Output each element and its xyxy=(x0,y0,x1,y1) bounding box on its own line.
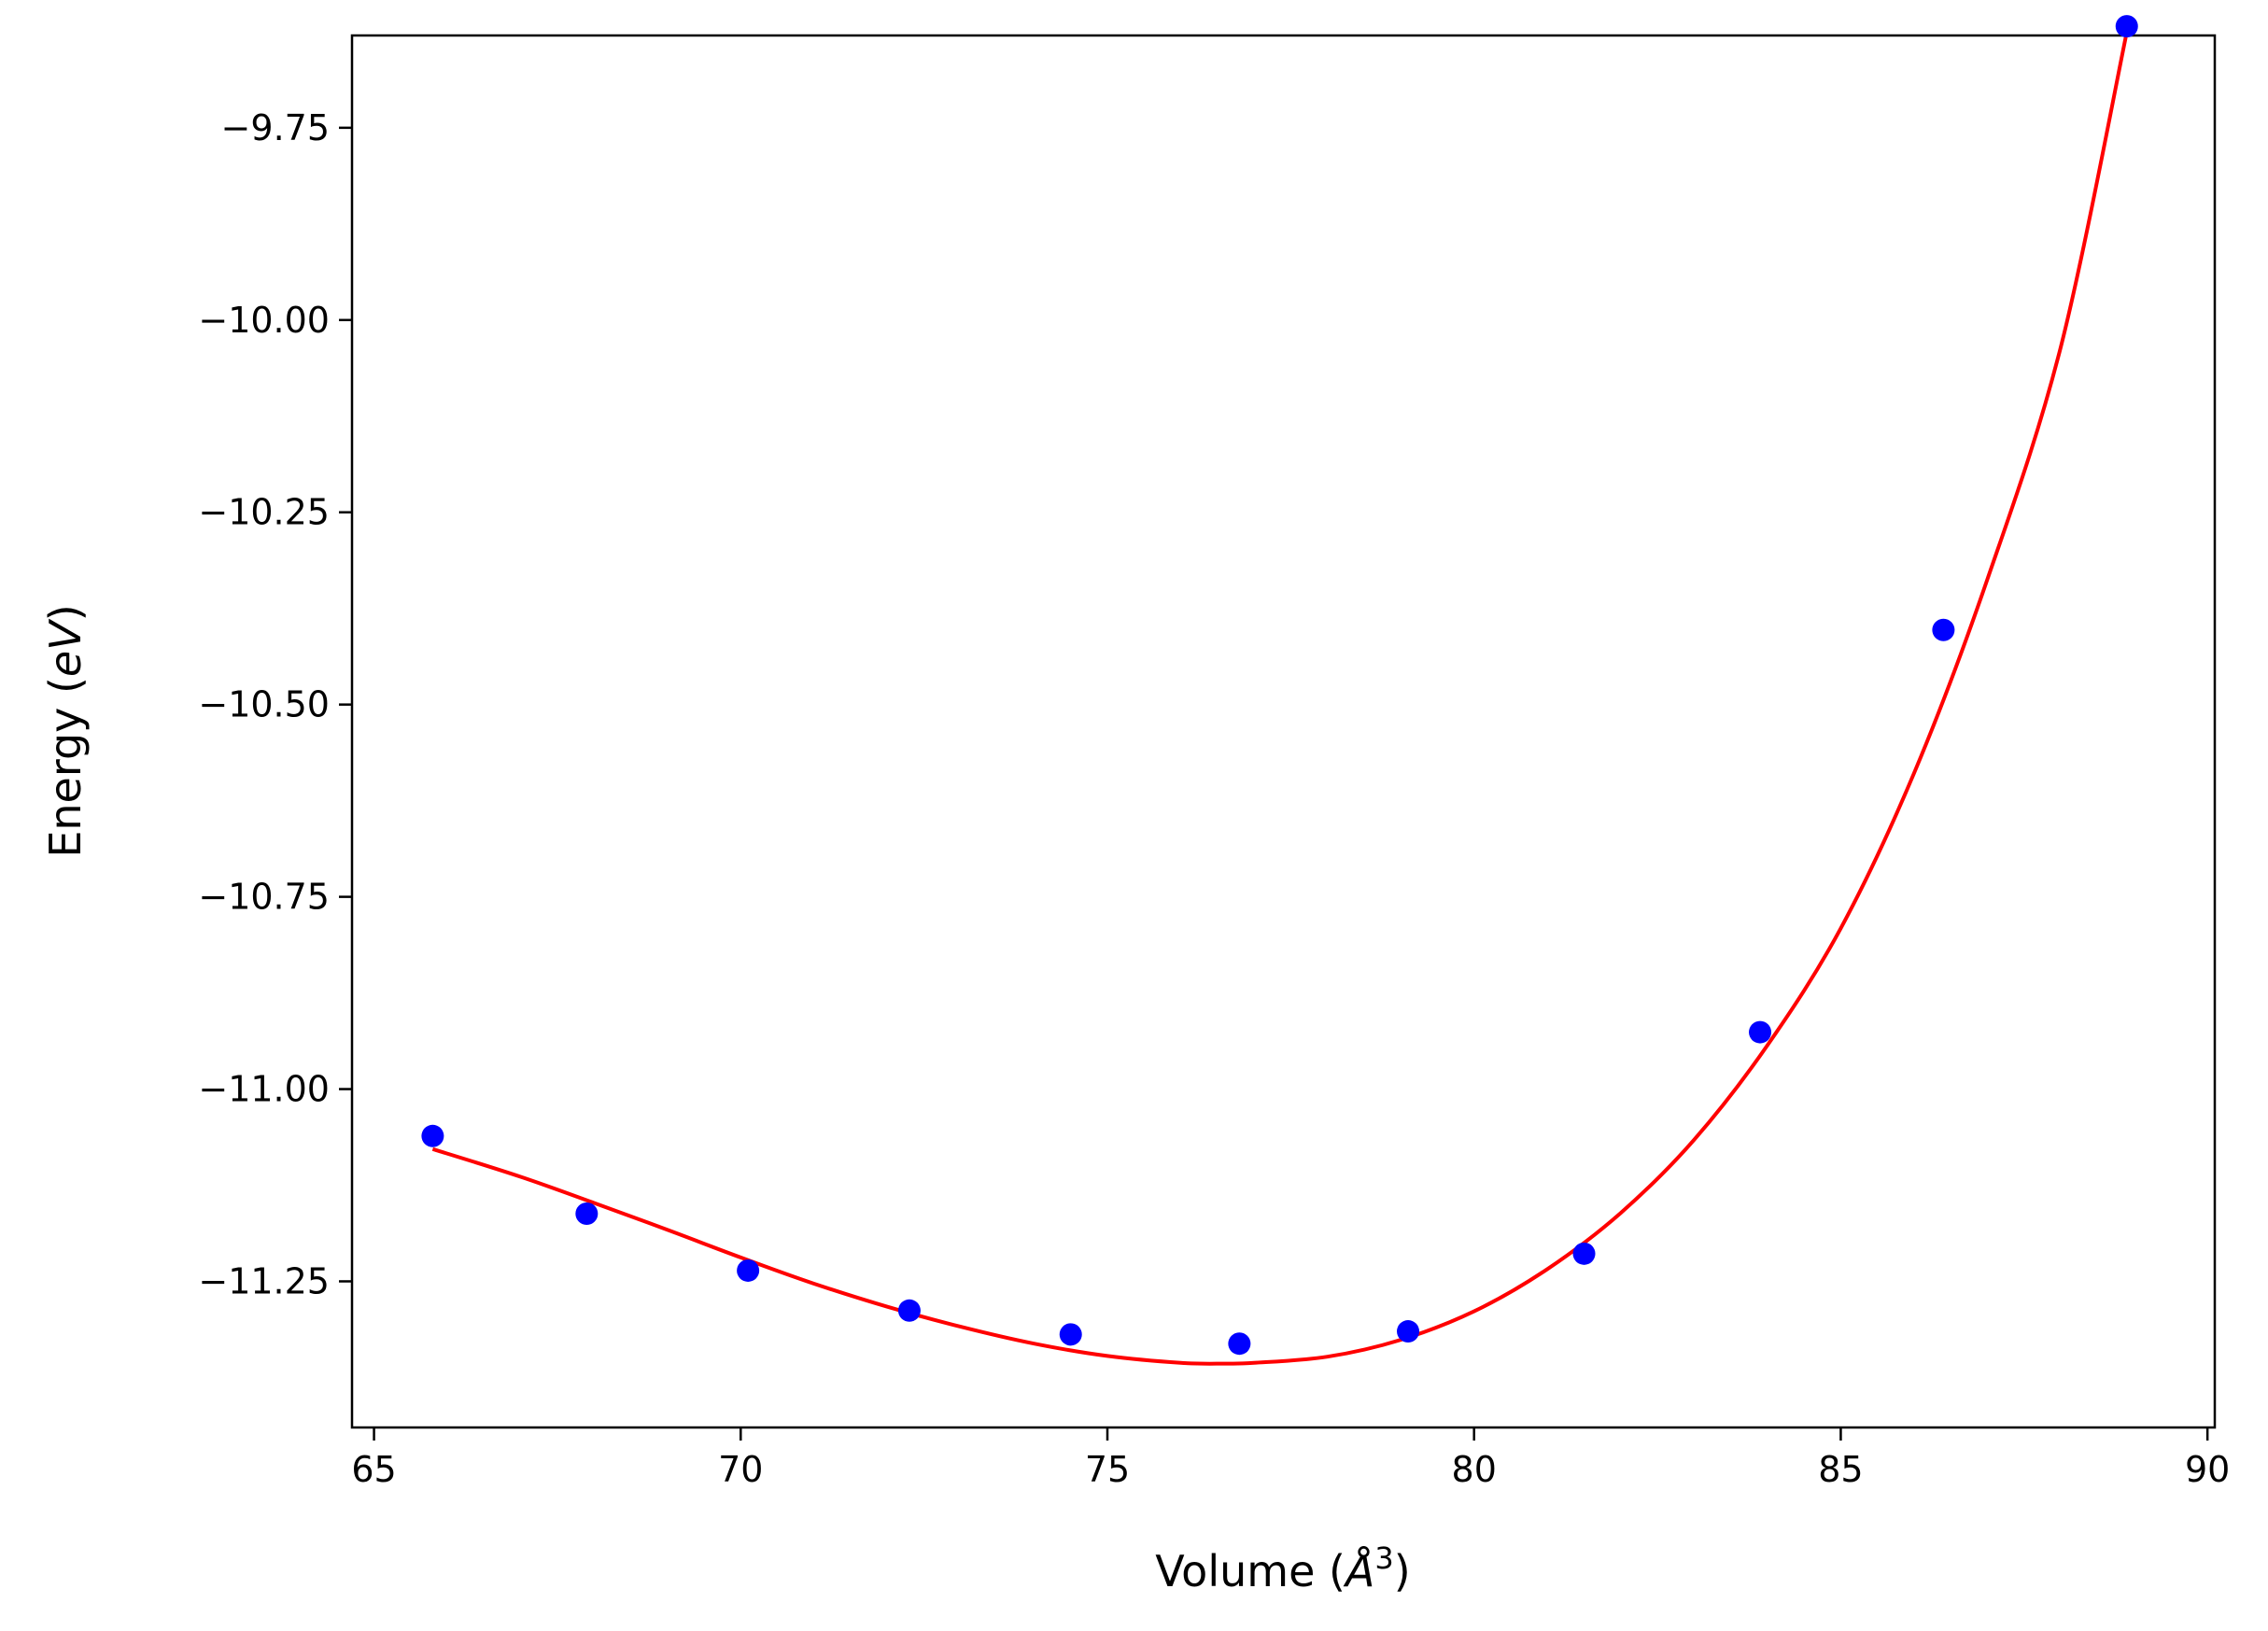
y-tick-label: −9.75 xyxy=(221,107,330,148)
x-axis-label-suffix: ) xyxy=(1394,1546,1411,1596)
y-axis-label-symbol: eV xyxy=(40,618,91,677)
y-tick-label: −10.25 xyxy=(198,492,330,533)
data-point xyxy=(575,1202,599,1225)
y-axis-label-prefix: Energy ( xyxy=(40,677,91,858)
y-tick-label: −10.00 xyxy=(198,300,330,341)
x-tick-label: 80 xyxy=(1452,1449,1497,1490)
y-axis-label: Energy (eV) xyxy=(40,604,91,857)
data-point xyxy=(421,1124,444,1147)
y-tick-label: −10.50 xyxy=(198,684,330,725)
data-point xyxy=(1228,1332,1251,1356)
x-axis-label: Volume (Å3) xyxy=(1155,1540,1410,1596)
x-axis: 65 70 75 80 85 90 xyxy=(351,1427,2230,1490)
x-axis-label-prefix: Volume ( xyxy=(1155,1546,1345,1596)
data-point xyxy=(1397,1320,1420,1343)
x-tick-label: 65 xyxy=(351,1449,396,1490)
x-tick-label: 75 xyxy=(1085,1449,1130,1490)
data-point xyxy=(1749,1020,1772,1044)
y-tick-label: −11.25 xyxy=(198,1260,330,1301)
y-axis-label-suffix: ) xyxy=(40,604,91,621)
data-point xyxy=(1932,618,1955,641)
data-point xyxy=(2115,15,2138,38)
x-tick-label: 70 xyxy=(718,1449,763,1490)
y-tick-label: −10.75 xyxy=(198,877,330,918)
plot-area: 65 70 75 80 85 90 −9.75 −10.00 −10.25 −10.50 −10.… xyxy=(198,15,2230,1490)
data-point xyxy=(897,1299,921,1322)
data-points xyxy=(421,15,2138,1356)
x-tick-label: 85 xyxy=(1818,1449,1863,1490)
x-tick-label: 90 xyxy=(2185,1449,2230,1490)
fit-curve-line xyxy=(431,32,2129,1366)
data-point xyxy=(737,1258,760,1282)
y-tick-label: −11.00 xyxy=(198,1069,330,1110)
x-axis-label-symbol: Å xyxy=(1343,1546,1374,1596)
y-axis: −9.75 −10.00 −10.25 −10.50 −10.75 −11.00 −11.2… xyxy=(198,107,352,1301)
x-axis-label-superscript: 3 xyxy=(1374,1540,1393,1576)
data-point xyxy=(1572,1242,1596,1265)
plot-frame xyxy=(350,34,2217,1429)
data-point xyxy=(1059,1323,1082,1346)
